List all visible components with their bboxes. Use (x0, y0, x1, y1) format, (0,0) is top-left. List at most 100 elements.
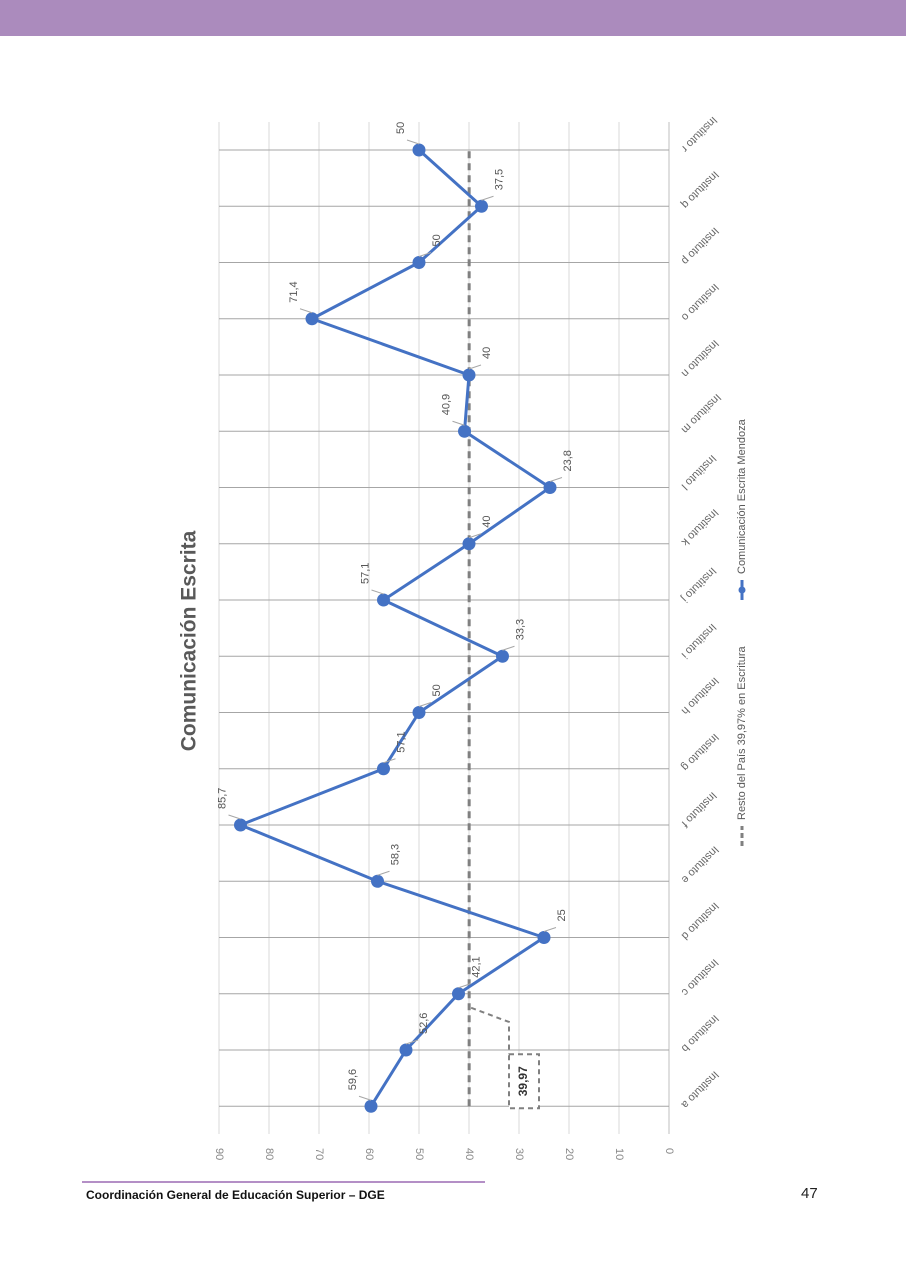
data-label-leader (458, 983, 471, 989)
x-tick-label: Instituto m (679, 391, 723, 435)
y-tick-label: 30 (513, 1148, 525, 1160)
data-point (371, 874, 384, 888)
data-label-leader (377, 870, 390, 876)
x-tick-label: Instituto r (679, 114, 720, 155)
footer-text: Coordinación General de Educación Superi… (86, 1188, 385, 1202)
data-label-leader (502, 645, 515, 651)
data-point (543, 481, 557, 494)
y-tick-label: 10 (613, 1148, 625, 1160)
data-label: 71,4 (288, 281, 300, 302)
category-ticks (219, 149, 669, 1107)
x-tick-label: Instituto o (679, 281, 721, 323)
x-tick-label: Instituto h (679, 675, 721, 717)
y-tick-label: 40 (463, 1148, 475, 1160)
data-point (377, 762, 390, 776)
y-tick-label: 50 (413, 1148, 425, 1160)
x-tick-label: Instituto l (679, 452, 719, 492)
data-point (452, 987, 465, 1001)
data-label-leader (468, 364, 482, 370)
chart-title-group: Comunicación Escrita (178, 530, 201, 751)
data-point (462, 537, 476, 551)
legend-label: Comunicación Escrita Mendoza (736, 418, 748, 574)
y-tick-labels: 0 10 20 30 40 50 60 70 80 90 (213, 1148, 675, 1160)
data-label-leader (543, 927, 557, 932)
data-label-leader (452, 420, 465, 426)
data-label: 52,6 (418, 1013, 430, 1034)
x-tick-label: Instituto a (678, 1068, 721, 1111)
data-label-leader (371, 589, 384, 595)
x-tick-label: Instituto c (678, 956, 720, 998)
main-series (234, 143, 557, 1113)
x-tick-labels: Instituto a Instituto b Instituto c Institu… (678, 114, 723, 1111)
data-point (462, 368, 476, 382)
data-label-leader (549, 477, 563, 482)
data-label-leader (405, 1039, 419, 1045)
data-label-leader (358, 1095, 372, 1101)
data-label: 23,8 (562, 450, 574, 471)
top-header-band (0, 0, 906, 36)
data-label: 57,1 (359, 563, 371, 584)
data-label: 50 (431, 234, 443, 246)
data-point (364, 1099, 378, 1113)
data-label-leader (406, 139, 420, 145)
data-label: 33,3 (514, 619, 526, 640)
callout-frame (508, 1053, 540, 1110)
y-tick-label: 90 (213, 1148, 225, 1160)
data-label-leader (383, 758, 396, 764)
data-label: 37,5 (493, 169, 505, 190)
data-point (496, 649, 509, 663)
data-point (412, 706, 426, 719)
data-point (412, 256, 426, 269)
data-point (399, 1043, 413, 1057)
data-point (377, 593, 390, 607)
x-tick-label: Instituto g (679, 731, 721, 773)
data-labels: 59,6 52,6 42,1 25 58,3 85,7 57,1 50 33,3 57,1 40 23… (216, 122, 574, 1101)
data-label-leader (418, 702, 432, 707)
y-tick-label: 60 (363, 1148, 375, 1160)
data-point (234, 818, 247, 832)
x-tick-label: Instituto j (679, 565, 719, 605)
main-series-line (239, 148, 552, 1108)
data-label-leader (468, 533, 482, 539)
y-tick-label: 0 (663, 1148, 675, 1154)
data-label: 40 (481, 347, 493, 359)
y-tick-label: 80 (263, 1148, 275, 1160)
legend-label: Resto del País 39,97% en Escritura (736, 645, 748, 820)
x-tick-label: Instituto e (679, 843, 721, 885)
data-label: 50 (395, 122, 407, 134)
y-tick-label: 20 (563, 1148, 575, 1160)
data-label: 58,3 (389, 844, 401, 865)
data-label: 59,6 (347, 1069, 359, 1090)
x-tick-label: Instituto p (679, 225, 721, 267)
gridlines (218, 122, 670, 1134)
x-tick-label: Instituto n (679, 337, 721, 379)
data-point (537, 931, 551, 944)
data-label: 85,7 (216, 788, 228, 809)
x-tick-label: Instituto d (679, 900, 721, 942)
page-number: 47 (801, 1185, 818, 1202)
legend-swatch-marker (738, 586, 746, 594)
data-label: 25 (556, 909, 568, 921)
data-point (412, 143, 426, 157)
data-label: 40,9 (440, 394, 452, 415)
callout-label: 39,97 (516, 1066, 530, 1096)
y-tick-label: 70 (313, 1148, 325, 1160)
data-label-leader (228, 814, 241, 820)
x-tick-label: Instituto k (678, 506, 720, 548)
data-label: 57,1 (395, 731, 407, 752)
x-tick-label: Instituto i (679, 621, 719, 661)
data-point (475, 199, 488, 213)
footer-rule (82, 1181, 485, 1183)
data-label-leader (481, 195, 494, 201)
data-label: 40 (481, 516, 493, 528)
legend: Resto del País 39,97% en Escritura Comuni… (736, 418, 748, 846)
data-label-leader (299, 308, 313, 314)
data-point (458, 424, 471, 438)
x-tick-label: Instituto b (679, 1012, 721, 1054)
x-tick-label: Instituto f (678, 789, 719, 830)
callout-leader (470, 1006, 510, 1055)
x-tick-label: Instituto q (679, 168, 721, 210)
data-point (305, 312, 319, 326)
data-label: 50 (431, 684, 443, 696)
